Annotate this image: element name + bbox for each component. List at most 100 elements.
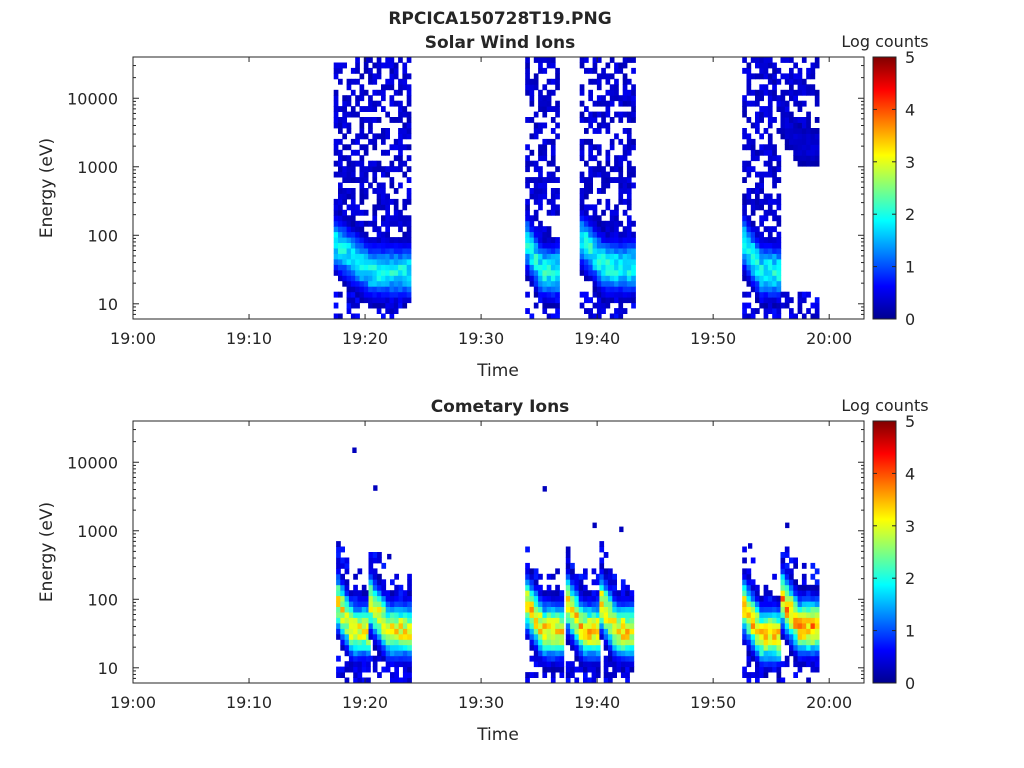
- heatmap-cell: [587, 633, 592, 640]
- heatmap-cell: [626, 166, 632, 173]
- heatmap-cell: [759, 286, 764, 293]
- heatmap-cell: [772, 291, 777, 298]
- heatmap-cell: [626, 95, 632, 102]
- heatmap-cell: [385, 171, 390, 178]
- heatmap-cell: [525, 579, 530, 586]
- heatmap-cell: [342, 209, 347, 216]
- heatmap-cell: [750, 579, 756, 586]
- heatmap-cell: [608, 677, 613, 683]
- heatmap-cell: [763, 275, 769, 282]
- heatmap-cell: [618, 138, 624, 145]
- y-tick-label: 10000: [67, 89, 118, 108]
- heatmap-cell: [767, 198, 773, 205]
- heatmap-cell: [338, 204, 343, 211]
- heatmap-cell: [340, 573, 345, 580]
- heatmap-cell: [359, 73, 365, 80]
- heatmap-cell: [407, 584, 412, 591]
- heatmap-cell: [368, 122, 373, 129]
- heatmap-cell: [614, 160, 619, 167]
- heatmap-cell: [793, 595, 798, 602]
- heatmap-cell: [555, 122, 560, 129]
- heatmap-cell: [361, 584, 367, 591]
- heatmap-cell: [353, 650, 358, 657]
- heatmap-cell: [376, 248, 382, 254]
- heatmap-cell: [546, 623, 552, 629]
- heatmap-cell: [578, 601, 584, 607]
- heatmap-cell: [406, 280, 412, 287]
- heatmap-cell: [538, 171, 543, 178]
- heatmap-cell: [565, 639, 571, 646]
- heatmap-cell: [579, 117, 585, 123]
- heatmap-cell: [525, 204, 530, 211]
- heatmap-cell: [353, 661, 358, 668]
- heatmap-cell: [559, 655, 565, 662]
- heatmap-cell: [546, 264, 552, 271]
- x-tick-label: 19:20: [342, 329, 388, 348]
- heatmap-cell: [398, 182, 403, 189]
- heatmap-cell: [340, 644, 345, 651]
- heatmap-cell: [390, 617, 395, 624]
- heatmap-cell: [583, 612, 588, 618]
- heatmap-cell: [542, 122, 548, 129]
- heatmap-cell: [763, 198, 769, 205]
- heatmap-cell: [750, 672, 756, 678]
- heatmap-cell: [609, 269, 615, 276]
- heatmap-cell: [529, 215, 535, 222]
- heatmap-cell: [584, 117, 589, 123]
- heatmap-cell: [542, 106, 548, 112]
- heatmap-cell: [755, 264, 760, 271]
- heatmap-cell: [763, 280, 769, 287]
- heatmap-cell: [525, 231, 530, 238]
- heatmap-cell: [394, 666, 399, 673]
- heatmap-cell: [350, 215, 356, 222]
- heatmap-cell: [583, 623, 588, 629]
- heatmap-cell: [546, 160, 552, 167]
- heatmap-cell: [588, 259, 593, 265]
- heatmap-cell: [389, 269, 395, 276]
- heatmap-cell: [759, 62, 764, 69]
- heatmap-cell: [750, 264, 756, 271]
- heatmap-cell: [609, 57, 615, 63]
- heatmap-cell: [776, 286, 782, 293]
- heatmap-cell: [793, 633, 798, 640]
- heatmap-cell: [333, 220, 339, 227]
- heatmap-cell: [784, 89, 790, 96]
- heatmap-cell: [574, 677, 580, 683]
- heatmap-cell: [363, 89, 369, 96]
- heatmap-cell: [377, 672, 382, 678]
- heatmap-cell: [385, 595, 391, 602]
- heatmap-cell: [767, 73, 773, 80]
- heatmap-cell: [555, 166, 560, 173]
- heatmap-cell: [533, 177, 539, 183]
- heatmap-cell: [336, 579, 341, 586]
- heatmap-cell: [350, 89, 356, 96]
- heatmap-cell: [793, 655, 798, 662]
- heatmap-cell: [363, 193, 369, 200]
- heatmap-cell: [533, 655, 539, 662]
- heatmap-cell: [372, 209, 378, 216]
- heatmap-cell: [608, 568, 613, 575]
- heatmap-cell: [579, 177, 585, 183]
- heatmap-cell: [784, 601, 790, 607]
- heatmap-cell: [529, 242, 535, 249]
- heatmap-cell: [625, 623, 630, 629]
- heatmap-cell: [398, 259, 403, 265]
- heatmap-cell: [592, 269, 598, 276]
- heatmap-cell: [612, 672, 617, 678]
- heatmap-cell: [389, 198, 395, 205]
- heatmap-cell: [350, 286, 356, 293]
- heatmap-cell: [542, 280, 548, 287]
- heatmap-cell: [755, 248, 760, 254]
- heatmap-cell: [583, 639, 588, 646]
- heatmap-cell: [750, 655, 756, 662]
- heatmap-cell: [355, 242, 360, 249]
- heatmap-cell: [376, 269, 382, 276]
- heatmap-cell: [810, 612, 816, 618]
- heatmap-cell: [763, 286, 769, 293]
- heatmap-cell: [599, 617, 605, 624]
- heatmap-cell: [772, 144, 777, 151]
- heatmap-cell: [372, 220, 378, 227]
- heatmap-cell: [398, 286, 403, 293]
- heatmap-cell: [767, 297, 773, 304]
- heatmap-cell: [359, 220, 365, 227]
